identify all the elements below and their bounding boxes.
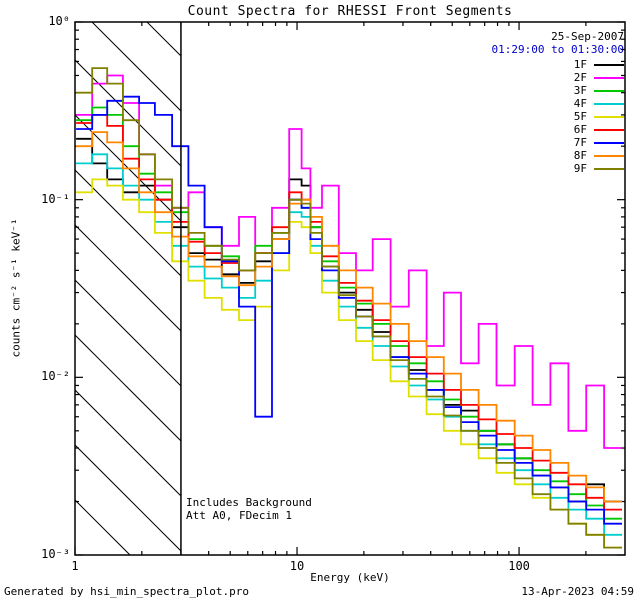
y-tick-label-3: 10⁰ xyxy=(48,14,70,28)
legend-label-5F: 5F xyxy=(573,110,587,123)
x-axis-label: Energy (keV) xyxy=(310,571,390,584)
series-6F-line xyxy=(76,114,622,511)
legend-swatch-4F xyxy=(594,102,624,105)
legend-item-8F: 8F xyxy=(574,149,624,162)
annotation-date: 25-Sep-2007 xyxy=(551,30,624,43)
series-9F-line xyxy=(76,67,622,549)
y-tick-label-0: 10⁻³ xyxy=(41,547,70,561)
series-8F-line xyxy=(76,131,622,503)
series-5F-line xyxy=(76,178,622,549)
legend-swatch-8F xyxy=(594,154,624,157)
legend-label-3F: 3F xyxy=(573,84,587,97)
legend-swatch-1F xyxy=(594,63,624,66)
legend: 1F 2F 3F 4F 5F 6F 7F 8F 9F xyxy=(574,58,624,175)
legend-item-6F: 6F xyxy=(574,123,624,136)
legend-item-4F: 4F xyxy=(574,97,624,110)
legend-swatch-7F xyxy=(594,141,624,144)
legend-label-4F: 4F xyxy=(573,97,587,110)
legend-label-8F: 8F xyxy=(573,149,587,162)
legend-label-9F: 9F xyxy=(573,162,587,175)
series-4F-line xyxy=(76,153,622,536)
chart-title: Count Spectra for RHESSI Front Segments xyxy=(187,4,513,19)
legend-label-1F: 1F xyxy=(573,58,587,71)
annotation-attenuator: Att A0, FDecim 1 xyxy=(186,509,292,522)
legend-swatch-3F xyxy=(594,89,624,92)
legend-swatch-6F xyxy=(594,128,624,131)
series-2F-line xyxy=(76,74,622,449)
annotation-time-range: 01:29:00 to 01:30:00 xyxy=(491,43,624,56)
legend-label-2F: 2F xyxy=(573,71,587,84)
spectra-series xyxy=(76,67,622,549)
legend-item-1F: 1F xyxy=(574,58,624,71)
legend-item-7F: 7F xyxy=(574,136,624,149)
legend-label-7F: 7F xyxy=(573,136,587,149)
x-tick-label-1: 1 xyxy=(71,559,79,573)
legend-item-2F: 2F xyxy=(574,71,624,84)
legend-item-9F: 9F xyxy=(574,162,624,175)
y-tick-label-2: 10⁻¹ xyxy=(41,191,70,206)
series-7F-line xyxy=(76,95,622,525)
footer-datetime: 13-Apr-2023 04:59 xyxy=(521,585,634,598)
annotation-includes-background: Includes Background xyxy=(186,496,312,509)
y-axis-label: counts cm⁻² s⁻¹ keV⁻¹ xyxy=(9,218,23,358)
x-tick-label-10: 10 xyxy=(289,559,305,573)
legend-swatch-9F xyxy=(594,167,624,170)
legend-item-5F: 5F xyxy=(574,110,624,123)
legend-swatch-5F xyxy=(594,115,624,118)
plot-frame xyxy=(74,21,626,556)
y-tick-label-1: 10⁻² xyxy=(41,369,70,384)
legend-swatch-2F xyxy=(594,76,624,79)
footer-generated-by: Generated by hsi_min_spectra_plot.pro xyxy=(4,585,250,598)
series-3F-line xyxy=(76,106,622,520)
x-tick-label-100: 100 xyxy=(508,559,530,573)
legend-item-3F: 3F xyxy=(574,84,624,97)
legend-label-6F: 6F xyxy=(573,123,587,136)
